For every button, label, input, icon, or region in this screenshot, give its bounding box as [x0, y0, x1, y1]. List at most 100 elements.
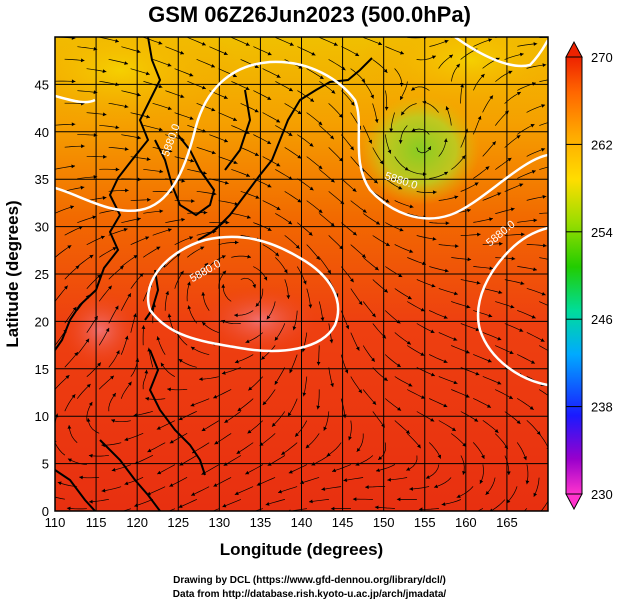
streamline-arrow — [507, 157, 512, 162]
streamline-arrow — [124, 147, 129, 151]
streamline-arrow — [289, 369, 293, 374]
streamline-arrow — [46, 493, 50, 497]
streamline-arrow — [71, 394, 76, 399]
streamline — [539, 212, 548, 214]
streamline-arrow — [474, 418, 479, 422]
streamline-arrow — [486, 404, 491, 408]
streamline-arrow — [368, 139, 372, 144]
streamline-arrow — [211, 107, 216, 112]
streamline-arrow — [189, 236, 194, 240]
x-tick-label: 135 — [250, 515, 272, 530]
streamline-arrow — [441, 502, 446, 507]
streamline-arrow — [555, 163, 559, 167]
streamline-arrow — [387, 477, 391, 482]
streamline-arrow — [201, 85, 206, 90]
y-tick-label: 15 — [35, 362, 49, 377]
streamline-arrow — [211, 150, 216, 155]
x-tick-label: 160 — [455, 515, 477, 530]
streamline-arrow — [181, 178, 186, 183]
streamline-arrow — [497, 192, 502, 196]
streamline-arrow — [190, 158, 195, 163]
streamline-arrow — [370, 94, 374, 99]
streamline-arrow — [530, 360, 535, 364]
streamline-arrow — [385, 199, 390, 203]
streamline-arrow — [531, 170, 536, 174]
streamline-arrow — [189, 116, 194, 120]
streamline-arrow — [214, 440, 219, 445]
geopotential-contours — [55, 37, 548, 387]
streamline — [539, 79, 548, 82]
streamline-arrow — [201, 291, 206, 296]
x-tick-label: 125 — [167, 515, 189, 530]
streamline-arrow — [371, 313, 376, 318]
y-tick-label: 40 — [35, 125, 49, 140]
streamline-arrow — [292, 326, 297, 331]
streamline-arrow — [461, 155, 466, 160]
streamline-arrow — [309, 186, 314, 191]
streamline-arrow — [247, 254, 252, 259]
y-axis-ticks: 0 5 10 15 20 25 30 35 40 45 — [35, 77, 49, 519]
streamline-arrow — [200, 246, 205, 251]
streamline-arrow — [555, 259, 559, 263]
streamline-arrow — [550, 472, 554, 476]
streamline-arrow — [160, 362, 165, 367]
streamline-arrow — [281, 451, 286, 455]
streamline-arrow — [245, 339, 250, 344]
streamline-arrow — [425, 475, 430, 479]
streamline-arrow — [103, 154, 107, 159]
streamline — [539, 301, 548, 306]
streamline-arrow — [244, 512, 248, 516]
y-tick-label: 0 — [42, 504, 49, 519]
streamline-arrow — [406, 340, 411, 345]
streamline-arrow — [432, 236, 437, 241]
streamline-arrow — [167, 106, 172, 111]
streamline-arrow — [274, 380, 279, 385]
credit-drawing: Drawing by DCL (https://www.gfd-dennou.o… — [173, 575, 446, 586]
streamline-arrow — [57, 481, 62, 486]
streamline-arrow — [88, 401, 93, 406]
streamline-arrow — [224, 138, 229, 143]
streamline-arrow — [431, 283, 436, 288]
streamline-arrow — [530, 124, 535, 128]
streamline-arrow — [332, 468, 337, 473]
streamline-arrow — [101, 488, 106, 493]
coastline — [55, 37, 373, 511]
streamline-arrow — [97, 362, 101, 367]
streamline-arrow — [321, 487, 326, 491]
streamline-arrow — [378, 456, 383, 460]
x-tick-label: 150 — [373, 515, 395, 530]
streamline-arrow — [146, 114, 151, 119]
streamline-arrow — [329, 339, 334, 344]
streamline-arrow — [309, 499, 313, 504]
streamline-arrow — [411, 128, 416, 132]
streamline-arrow — [316, 361, 321, 366]
streamline-arrow — [223, 95, 228, 99]
streamline-arrow — [497, 381, 502, 385]
streamline-arrow — [529, 406, 534, 410]
streamline-arrow — [124, 104, 129, 109]
streamline-arrow — [511, 256, 516, 261]
streamline-arrow — [256, 482, 261, 486]
streamline-arrow — [383, 68, 388, 73]
streamline-arrow — [265, 502, 270, 506]
streamline-arrow — [115, 38, 119, 43]
streamline-arrow — [276, 162, 281, 167]
streamline-arrow — [201, 427, 206, 432]
streamline-arrow — [267, 183, 272, 188]
streamline-arrow — [221, 284, 226, 288]
streamline-arrow — [316, 255, 320, 260]
streamline-arrow — [431, 55, 436, 60]
streamline-arrow — [93, 133, 98, 137]
streamline-arrow — [480, 74, 485, 78]
streamline-arrow — [385, 242, 390, 246]
streamline-arrow — [555, 77, 559, 81]
streamline-arrow — [323, 426, 328, 431]
streamline-arrow — [236, 450, 241, 454]
x-tick-label: 165 — [496, 515, 518, 530]
streamline-arrow — [221, 370, 226, 375]
streamline-arrow — [445, 221, 450, 226]
streamline-arrow — [263, 276, 268, 281]
colorbar-tick-label: 246 — [591, 312, 613, 327]
streamline-arrow — [345, 325, 350, 330]
streamline-arrow — [276, 206, 281, 210]
